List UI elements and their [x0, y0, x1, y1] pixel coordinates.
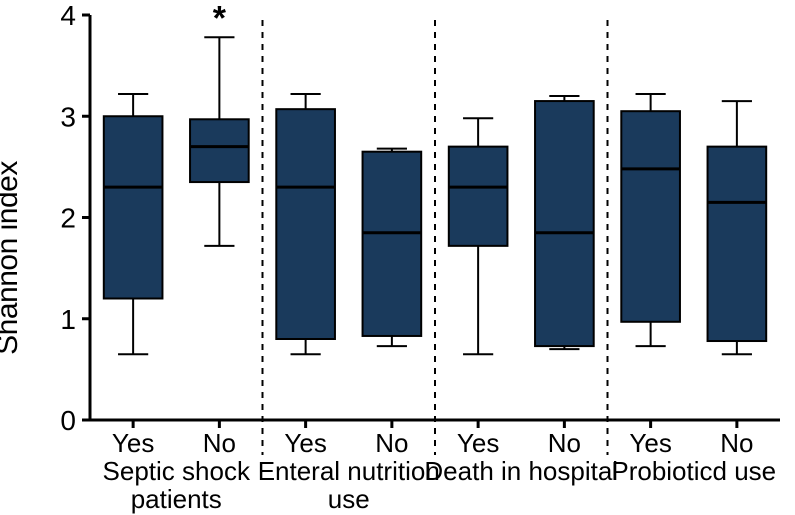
svg-text:No: No: [203, 428, 236, 458]
svg-text:Yes: Yes: [112, 428, 154, 458]
svg-text:Death in hospital: Death in hospital: [424, 456, 618, 486]
svg-text:No: No: [548, 428, 581, 458]
svg-text:*: *: [213, 0, 227, 37]
svg-text:1: 1: [60, 304, 76, 335]
svg-text:Yes: Yes: [629, 428, 671, 458]
svg-text:No: No: [720, 428, 753, 458]
y-axis-label: Shannon index: [0, 161, 25, 355]
svg-text:Yes: Yes: [284, 428, 326, 458]
svg-text:Septic shock: Septic shock: [103, 456, 251, 486]
svg-text:0: 0: [60, 405, 76, 436]
svg-text:No: No: [375, 428, 408, 458]
svg-text:4: 4: [60, 0, 76, 31]
svg-text:use: use: [328, 484, 370, 514]
svg-text:Yes: Yes: [457, 428, 499, 458]
boxplot-svg: 01234YesNo*Septic shockpatientsYesNoEnte…: [0, 0, 795, 515]
svg-text:Probioticd use: Probioticd use: [611, 456, 776, 486]
svg-text:2: 2: [60, 203, 76, 234]
svg-text:Enteral nutrition: Enteral nutrition: [258, 456, 440, 486]
svg-text:3: 3: [60, 101, 76, 132]
svg-text:patients: patients: [131, 484, 222, 514]
chart-container: Shannon index 0 1 2 3 4 Yes No * Septic shockpat…: [0, 0, 795, 515]
